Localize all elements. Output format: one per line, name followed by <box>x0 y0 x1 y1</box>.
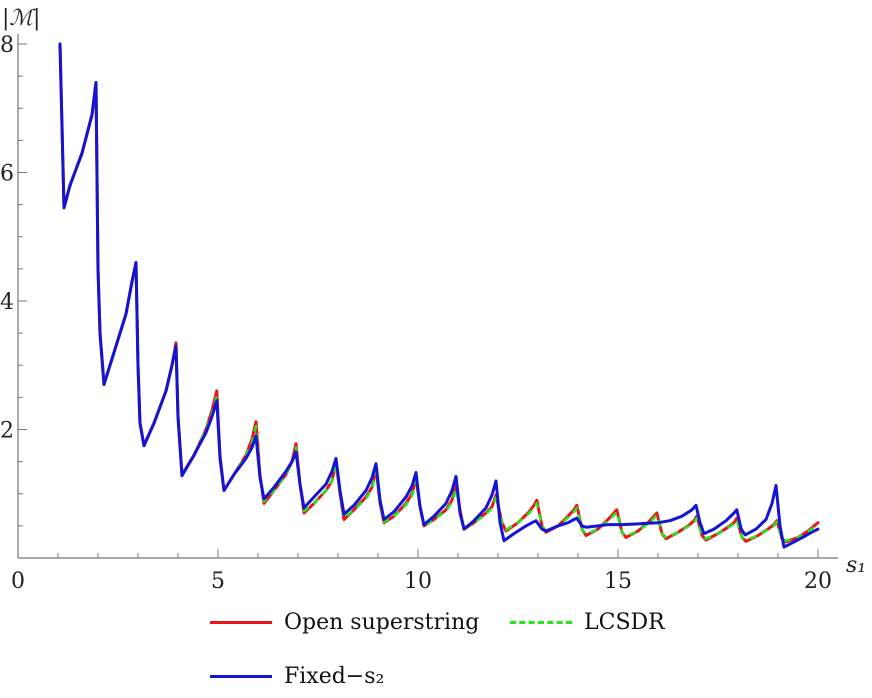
legend-label-lcsdr: LCSDR <box>584 610 665 635</box>
y-tick-label: 8 <box>0 33 14 58</box>
series-line-0 <box>58 42 820 544</box>
legend-swatch-fixed-s2 <box>210 675 272 678</box>
legend: Open superstring LCSDR Fixed−s₂ <box>0 600 872 698</box>
legend-label-fixed-s2: Fixed−s₂ <box>284 664 385 689</box>
y-tick-label: 4 <box>0 290 14 315</box>
y-tick-label: 6 <box>0 162 14 187</box>
x-tick-label: 0 <box>11 569 25 594</box>
x-tick-label: 15 <box>604 569 632 594</box>
axes: 0 5 10 15 20 2 4 6 8 <box>0 33 838 594</box>
series-line-1 <box>58 43 819 542</box>
x-tick-label: 5 <box>211 569 225 594</box>
line-chart: 0 5 10 15 20 2 4 6 8 |ℳ| s₁ <box>0 6 866 594</box>
legend-label-open-superstring: Open superstring <box>284 610 480 635</box>
x-tick-label: 20 <box>804 569 832 594</box>
series-layer <box>58 42 820 549</box>
legend-item-lcsdr: LCSDR <box>510 610 665 635</box>
y-tick-label: 2 <box>0 419 14 444</box>
legend-swatch-open-superstring <box>210 621 272 624</box>
series-line-2 <box>58 42 820 549</box>
legend-item-fixed-s2: Fixed−s₂ <box>210 664 384 689</box>
y-axis-label: |ℳ| <box>2 6 40 31</box>
x-axis-label: s₁ <box>846 553 866 578</box>
legend-item-open-superstring: Open superstring <box>210 610 479 635</box>
legend-swatch-lcsdr <box>510 621 572 624</box>
x-tick-label: 10 <box>404 569 432 594</box>
